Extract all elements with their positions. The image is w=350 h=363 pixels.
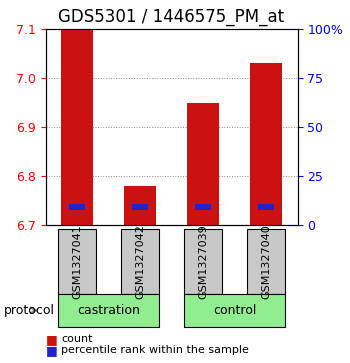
Bar: [195, 204, 211, 210]
Title: GDS5301 / 1446575_PM_at: GDS5301 / 1446575_PM_at: [58, 8, 285, 26]
Text: GSM1327042: GSM1327042: [135, 224, 145, 299]
Bar: [132, 204, 148, 210]
Text: GSM1327040: GSM1327040: [261, 224, 271, 299]
Text: GSM1327041: GSM1327041: [72, 224, 82, 299]
Text: protocol: protocol: [4, 304, 55, 317]
Bar: [124, 186, 156, 225]
Text: percentile rank within the sample: percentile rank within the sample: [61, 345, 249, 355]
Bar: [61, 29, 93, 225]
Bar: [258, 204, 274, 210]
Text: control: control: [213, 304, 256, 317]
Bar: [69, 204, 85, 210]
Text: count: count: [61, 334, 93, 344]
Text: GSM1327039: GSM1327039: [198, 224, 208, 299]
Bar: [187, 102, 219, 225]
Bar: [250, 63, 282, 225]
Text: castration: castration: [77, 304, 140, 317]
Text: ■: ■: [46, 344, 57, 357]
Text: ■: ■: [46, 333, 57, 346]
